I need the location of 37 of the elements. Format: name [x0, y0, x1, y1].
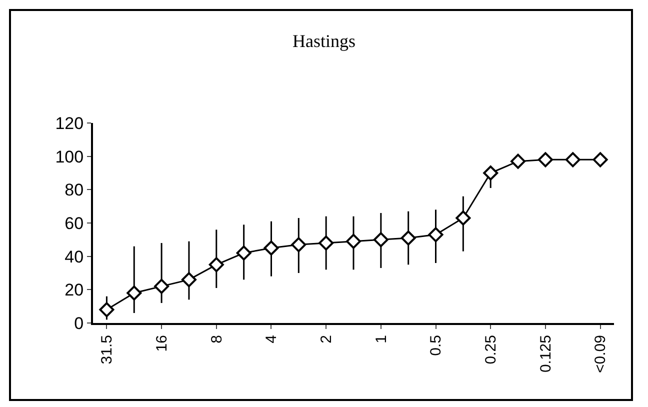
x-tick-label: 1 — [372, 335, 390, 344]
x-tick-label: 0.125 — [537, 335, 554, 373]
point — [592, 152, 608, 168]
point — [264, 240, 279, 256]
point — [456, 210, 471, 226]
point — [400, 230, 416, 246]
y-tick-label: 20 — [64, 280, 84, 300]
point — [291, 237, 306, 252]
chart-title: Hastings — [292, 31, 356, 51]
point — [373, 232, 388, 248]
x-tick-label: <0.09 — [592, 335, 610, 373]
y-tick-label: 100 — [55, 147, 84, 166]
point — [538, 152, 553, 168]
point — [428, 227, 444, 242]
point — [565, 152, 580, 168]
point — [181, 272, 196, 288]
x-tick-label: 0.5 — [428, 335, 445, 356]
y-tick-label: 80 — [64, 180, 84, 200]
x-tick-label: 0.25 — [482, 335, 500, 364]
point — [510, 154, 526, 169]
point — [208, 257, 224, 272]
x-tick-label: 4 — [263, 335, 280, 344]
point — [99, 302, 114, 318]
point — [154, 278, 170, 294]
x-tick-label: 2 — [318, 335, 335, 344]
point — [126, 286, 142, 300]
y-tick-label: 0 — [74, 314, 84, 333]
point — [236, 246, 252, 260]
y-tick-label: 40 — [64, 247, 84, 266]
y-tick-label: 120 — [55, 114, 84, 133]
y-tick-label: 60 — [64, 214, 84, 233]
x-tick-label: 8 — [208, 335, 226, 344]
x-tick-label: 16 — [153, 335, 170, 352]
point — [318, 236, 334, 250]
x-tick-label: 31.5 — [98, 335, 116, 364]
point — [483, 166, 498, 180]
point — [346, 234, 361, 249]
